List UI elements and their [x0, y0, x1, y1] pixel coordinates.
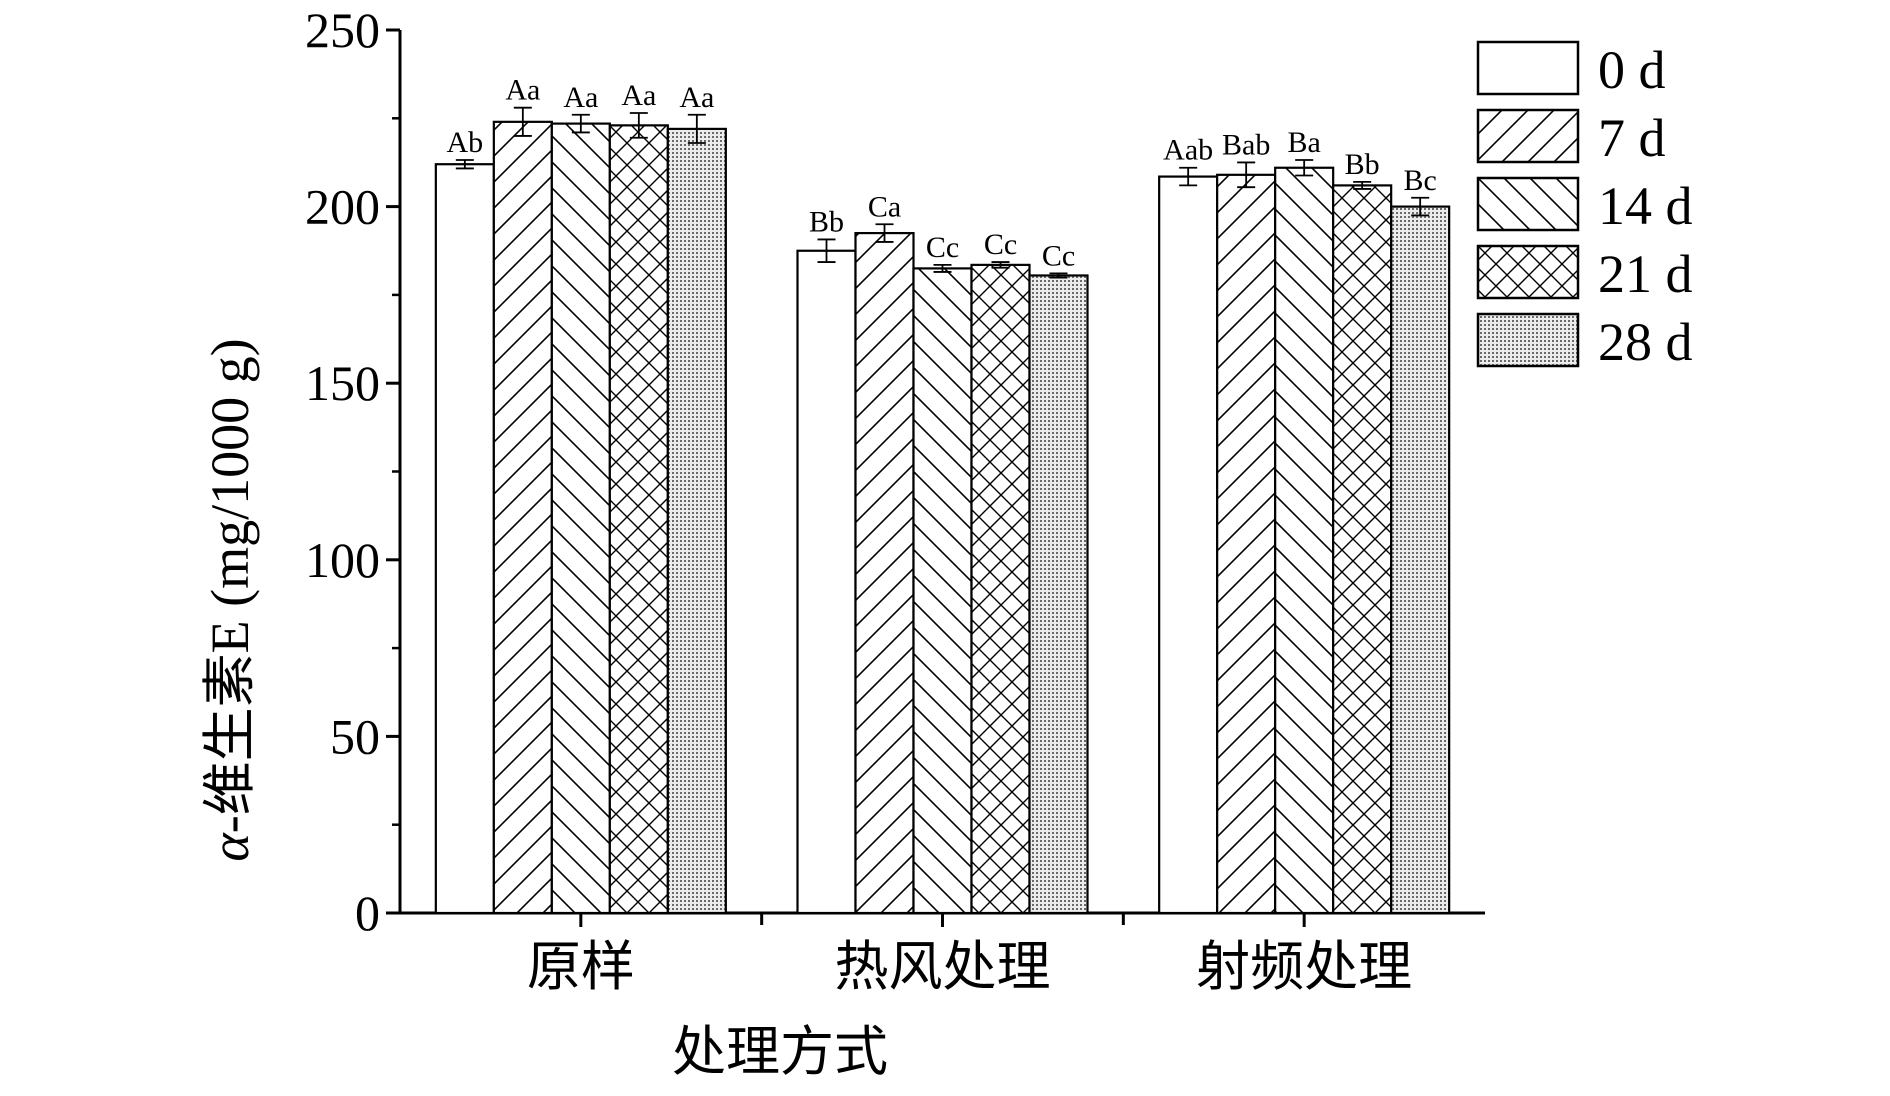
legend-swatch [1476, 176, 1580, 232]
significance-label: Aa [505, 74, 540, 107]
x-tick-label: 原样 [527, 937, 635, 997]
y-axis-title: α-维生素E (mg/1000 g) [200, 338, 260, 861]
bar [1332, 184, 1393, 915]
bar [854, 231, 915, 915]
y-axis-title-rest: -维生素E (mg/1000 g) [200, 338, 260, 833]
bar [1216, 173, 1277, 915]
significance-label: Cc [984, 228, 1017, 261]
legend-label: 0 d [1598, 40, 1666, 100]
y-tick-label: 50 [330, 708, 380, 764]
significance-label: Bb [1345, 148, 1380, 181]
significance-label: Ab [446, 126, 483, 159]
legend-label: 7 d [1598, 108, 1666, 168]
significance-label: Bab [1222, 128, 1270, 161]
significance-label: Aab [1163, 134, 1213, 167]
legend-swatch [1476, 40, 1580, 96]
y-tick-label: 200 [305, 179, 380, 235]
bar [912, 267, 973, 915]
significance-label: Bc [1404, 164, 1437, 197]
legend-label: 14 d [1598, 176, 1693, 236]
legend: 0 d 7 d 14 d 21 d 28 d [1476, 40, 1693, 372]
bar [1028, 274, 1089, 915]
legend-swatch [1476, 244, 1580, 300]
significance-label: Ca [868, 190, 901, 223]
bar [970, 263, 1031, 915]
significance-label: Aa [563, 81, 598, 114]
plot-area: 0 50 100 150 200 250 原样 Ab Aa Aa Aa Aa 热风处理 Bb Ca Cc Cc C… [305, 2, 1485, 997]
significance-label: Aa [679, 81, 714, 114]
bar [434, 163, 495, 915]
y-tick-label: 100 [305, 532, 380, 588]
legend-swatch [1476, 108, 1580, 164]
bar [1274, 166, 1335, 915]
y-tick-label: 0 [355, 885, 380, 941]
bar [550, 122, 611, 915]
significance-label: Cc [1042, 239, 1075, 272]
legend-label: 28 d [1598, 312, 1693, 372]
y-tick-label: 150 [305, 355, 380, 411]
significance-label: Ba [1288, 126, 1321, 159]
bar [1158, 175, 1219, 915]
bar [666, 127, 727, 915]
bar [796, 249, 857, 915]
legend-label: 21 d [1598, 244, 1693, 304]
legend-swatch [1476, 312, 1580, 368]
x-tick-label: 热风处理 [835, 937, 1051, 997]
bar [1390, 205, 1451, 915]
x-axis-title: 处理方式 [672, 1022, 888, 1082]
y-axis-title-alpha: α [200, 832, 260, 862]
bar [492, 120, 553, 915]
x-tick-label: 射频处理 [1196, 937, 1412, 997]
significance-label: Bb [809, 205, 844, 238]
bar [608, 124, 669, 915]
significance-label: Aa [621, 79, 656, 112]
y-tick-label: 250 [305, 2, 380, 58]
significance-label: Cc [926, 231, 959, 264]
